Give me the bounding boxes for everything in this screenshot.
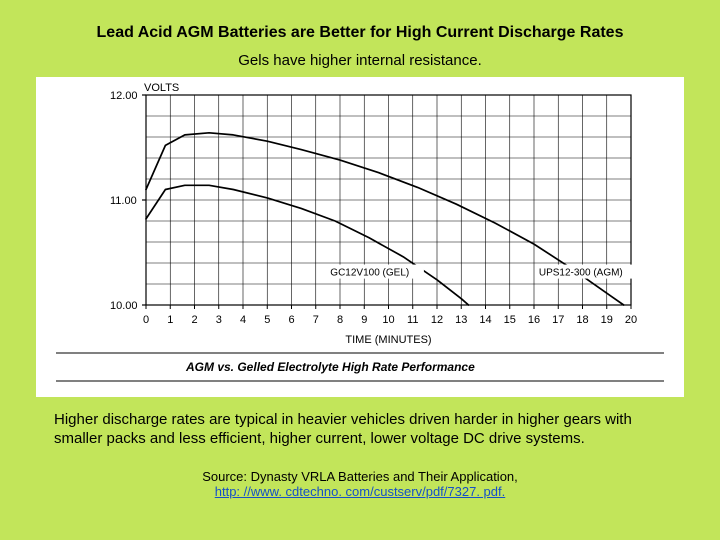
svg-text:6: 6 (288, 314, 294, 326)
svg-text:10: 10 (382, 314, 394, 326)
svg-text:4: 4 (240, 314, 246, 326)
svg-text:TIME (MINUTES): TIME (MINUTES) (345, 334, 431, 346)
explanatory-note: Higher discharge rates are typical in he… (54, 411, 666, 449)
svg-text:13: 13 (455, 314, 467, 326)
svg-text:2: 2 (191, 314, 197, 326)
svg-text:AGM vs. Gelled Electrolyte Hig: AGM vs. Gelled Electrolyte High Rate Per… (185, 360, 475, 374)
discharge-chart: 10.0011.0012.00VOLTS01234567891011121314… (36, 77, 684, 397)
svg-text:11.00: 11.00 (110, 195, 137, 207)
svg-text:8: 8 (337, 314, 343, 326)
svg-text:VOLTS: VOLTS (144, 82, 179, 94)
svg-text:16: 16 (528, 314, 540, 326)
svg-text:10.00: 10.00 (110, 300, 138, 312)
source-citation: Source: Dynasty VRLA Batteries and Their… (0, 469, 720, 499)
svg-text:3: 3 (216, 314, 222, 326)
svg-text:1: 1 (167, 314, 173, 326)
svg-text:14: 14 (479, 314, 491, 326)
page-title: Lead Acid AGM Batteries are Better for H… (0, 0, 720, 42)
svg-text:19: 19 (601, 314, 613, 326)
svg-text:17: 17 (552, 314, 564, 326)
svg-text:0: 0 (143, 314, 149, 326)
source-link[interactable]: http: //www. cdtechno. com/custserv/pdf/… (215, 484, 505, 499)
page-subtitle: Gels have higher internal resistance. (0, 52, 720, 69)
svg-text:7: 7 (313, 314, 319, 326)
svg-text:11: 11 (407, 314, 418, 326)
svg-text:20: 20 (625, 314, 637, 326)
svg-text:9: 9 (361, 314, 367, 326)
svg-text:15: 15 (504, 314, 516, 326)
svg-text:5: 5 (264, 314, 270, 326)
svg-text:12: 12 (431, 314, 443, 326)
svg-text:GC12V100 (GEL): GC12V100 (GEL) (330, 268, 409, 279)
source-prefix: Source: Dynasty VRLA Batteries and Their… (202, 469, 518, 484)
chart-panel: 10.0011.0012.00VOLTS01234567891011121314… (36, 77, 684, 397)
svg-text:UPS12-300 (AGM): UPS12-300 (AGM) (539, 268, 623, 279)
svg-text:18: 18 (576, 314, 588, 326)
svg-text:12.00: 12.00 (110, 90, 138, 102)
